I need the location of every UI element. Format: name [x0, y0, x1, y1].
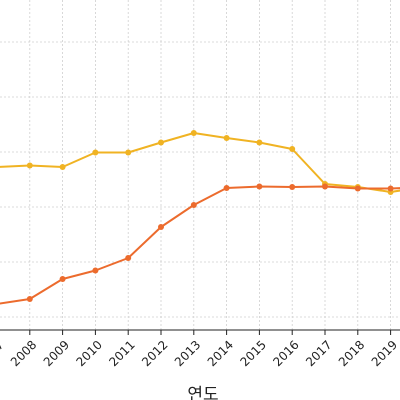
- series-2-point: [26, 296, 33, 302]
- x-tick-label: 2011: [106, 338, 137, 369]
- series-1-point: [26, 162, 33, 169]
- series-2-point: [387, 185, 394, 192]
- x-tick-label: 2015: [237, 338, 268, 369]
- series-2-point: [92, 267, 99, 274]
- series-2-point: [289, 184, 296, 190]
- series-1-point: [125, 149, 132, 156]
- grid: [0, 0, 400, 330]
- series-1-point: [190, 130, 197, 136]
- x-tick-label: 2009: [41, 338, 72, 369]
- series-2-point: [354, 185, 361, 192]
- series-line-1: [0, 132, 400, 193]
- x-tick-label: 2017: [303, 338, 334, 369]
- x-tick-label: 2007: [0, 338, 7, 369]
- x-axis-title: 연도: [187, 385, 218, 400]
- x-tick-label: 2013: [172, 338, 203, 369]
- series-2-point: [59, 276, 66, 282]
- x-tick-label: 2019: [369, 338, 400, 369]
- x-tick-label: 2018: [336, 338, 367, 369]
- series-2-point: [223, 185, 230, 191]
- series-2-point: [256, 183, 263, 190]
- x-tick-label: 2012: [139, 338, 170, 369]
- series-1-point: [289, 146, 296, 152]
- series-group: [0, 130, 400, 305]
- series-1-point: [223, 135, 230, 141]
- series-2-point: [190, 202, 197, 208]
- x-tick-label: 2014: [205, 338, 236, 369]
- x-tick-label: 2008: [8, 338, 39, 369]
- series-1-point: [59, 164, 66, 170]
- series-1-point: [158, 139, 164, 146]
- series-1-point: [256, 139, 263, 146]
- series-2-point: [158, 224, 164, 230]
- series-1-point: [92, 149, 99, 156]
- x-ticks: 2007 2008 2009 2010 2011 2012 2013 2014 2015 2016…: [0, 330, 400, 369]
- series-2-point: [322, 183, 328, 190]
- series-2-point: [125, 255, 132, 261]
- x-tick-label: 2016: [270, 338, 301, 369]
- x-tick-label: 2010: [73, 338, 104, 369]
- series-line-2: [0, 185, 400, 305]
